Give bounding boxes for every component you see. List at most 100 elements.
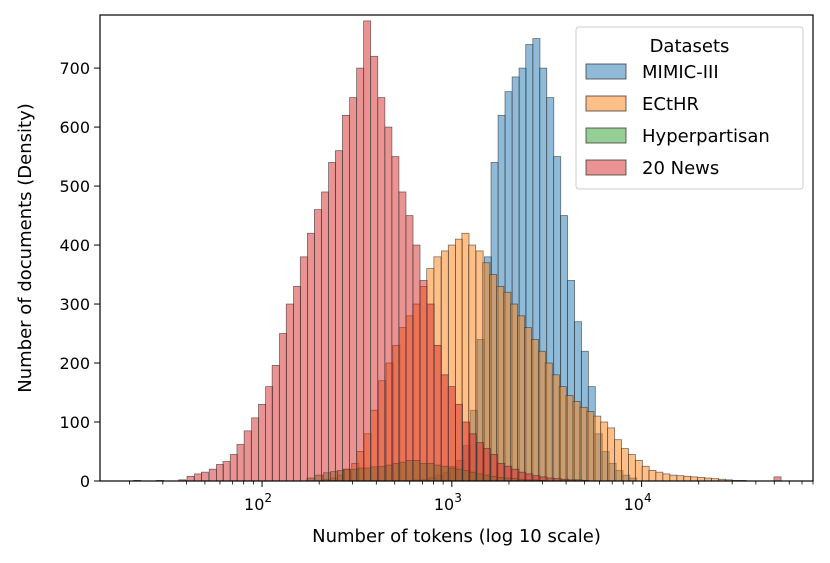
- histogram-bar: [229, 454, 238, 482]
- histogram-bar: [321, 191, 330, 482]
- histogram-bar: [627, 454, 636, 482]
- histogram-bar: [468, 433, 477, 482]
- histogram-bar: [600, 421, 609, 482]
- histogram-bar: [676, 475, 685, 482]
- y-tick-label: 500: [59, 177, 90, 196]
- histogram-bar: [349, 97, 358, 482]
- histogram-bar: [194, 473, 202, 482]
- histogram-bar: [504, 465, 513, 482]
- histogram-bar: [314, 209, 322, 482]
- histogram-bar: [265, 386, 274, 482]
- y-tick-label: 200: [59, 354, 90, 373]
- y-tick-label: 100: [59, 413, 90, 432]
- histogram-bar: [433, 344, 442, 482]
- histogram-bar: [497, 462, 506, 482]
- histogram-bar: [412, 244, 421, 482]
- histogram-bar: [518, 471, 527, 482]
- histogram-bar: [496, 285, 505, 482]
- histogram-bar: [572, 401, 581, 482]
- histogram-bar: [363, 20, 372, 482]
- x-tick-label: 102: [244, 491, 272, 514]
- histogram-bar: [683, 475, 692, 482]
- histogram-bar: [503, 291, 512, 482]
- histogram-bar: [614, 439, 622, 482]
- legend-swatch: [585, 95, 627, 112]
- histogram-bar: [251, 417, 260, 482]
- histogram-bar: [544, 362, 553, 482]
- histogram-bar: [634, 460, 643, 482]
- histogram-bar: [690, 476, 698, 482]
- legend-box: [575, 26, 804, 190]
- histogram-bar: [426, 303, 435, 482]
- legend-label: MIMIC-III: [642, 62, 719, 83]
- histogram-bar: [530, 339, 539, 482]
- plot-frame: [99, 14, 814, 482]
- histogram-bar: [558, 386, 567, 482]
- histogram-bar: [201, 471, 209, 482]
- legend-label: 20 News: [642, 158, 719, 179]
- histogram-bar: [307, 232, 315, 482]
- histogram-bar: [524, 327, 532, 482]
- histogram-bar: [511, 468, 520, 482]
- histogram-bar: [539, 476, 548, 482]
- legend-label: ECtHR: [642, 94, 699, 115]
- histogram-bar: [648, 470, 657, 482]
- x-axis: 102 103 104: [128, 481, 814, 514]
- histogram-bar: [356, 67, 365, 482]
- histogram-bar: [510, 303, 519, 482]
- histogram-bar: [208, 468, 217, 482]
- histogram-bar: [398, 191, 407, 482]
- histogram-bar: [236, 444, 245, 482]
- legend-label: Hyperpartisan: [642, 126, 770, 147]
- histogram-bar: [391, 156, 400, 482]
- y-tick-label: 300: [59, 295, 90, 314]
- histogram-bar: [271, 365, 280, 482]
- y-tick-label: 0: [80, 472, 90, 491]
- histogram-bar: [517, 315, 526, 482]
- histogram-bar: [669, 474, 678, 482]
- x-axis-title: Number of tokens (log 10 scale): [312, 526, 601, 547]
- legend-swatch: [585, 127, 627, 144]
- legend-title: Datasets: [650, 36, 730, 57]
- x-tick-label: 103: [434, 491, 462, 514]
- histogram-bar: [462, 421, 471, 482]
- histogram-bar: [384, 126, 393, 482]
- histogram-bar: [285, 303, 294, 482]
- histogram-bar: [222, 461, 231, 482]
- y-tick-label: 400: [59, 236, 90, 255]
- histogram-bar: [532, 475, 541, 482]
- histogram-bar: [440, 374, 449, 482]
- x-tick-label: 104: [624, 491, 652, 514]
- legend-swatch: [585, 63, 627, 80]
- histogram-bar: [299, 256, 308, 482]
- histogram-bar: [655, 471, 664, 482]
- histogram-bar: [293, 285, 302, 482]
- histogram-bar: [419, 280, 428, 482]
- histogram-bar: [586, 411, 595, 482]
- histogram-bar: [186, 475, 195, 482]
- histogram-bar: [565, 395, 574, 482]
- histogram-bar: [334, 150, 343, 482]
- histogram-bar: [476, 442, 485, 482]
- histogram-bar: [447, 386, 456, 482]
- histogram-bar: [405, 215, 414, 482]
- histogram-bar: [579, 406, 588, 482]
- legend-swatch: [585, 159, 627, 176]
- histogram-bar: [258, 403, 266, 482]
- y-axis: 0 100 200 300 400 500 600 700: [59, 59, 100, 491]
- histogram-bar: [482, 448, 491, 482]
- histogram-bar: [490, 454, 499, 482]
- histogram-bar: [607, 427, 616, 482]
- histogram-bar: [279, 333, 287, 482]
- legend: Datasets MIMIC-III ECtHR Hyperpartisan 20 Ne…: [575, 26, 804, 190]
- histogram-bar: [243, 430, 252, 482]
- histogram-bar: [455, 403, 463, 482]
- histogram-bar: [537, 350, 546, 482]
- histogram-bar: [593, 415, 602, 482]
- y-tick-label: 700: [59, 59, 90, 78]
- y-axis-title: Number of documents (Density): [15, 103, 36, 393]
- histogram-bar: [773, 476, 782, 482]
- histogram-bar: [370, 55, 379, 482]
- histogram-bar: [216, 464, 224, 482]
- y-tick-label: 600: [59, 118, 90, 137]
